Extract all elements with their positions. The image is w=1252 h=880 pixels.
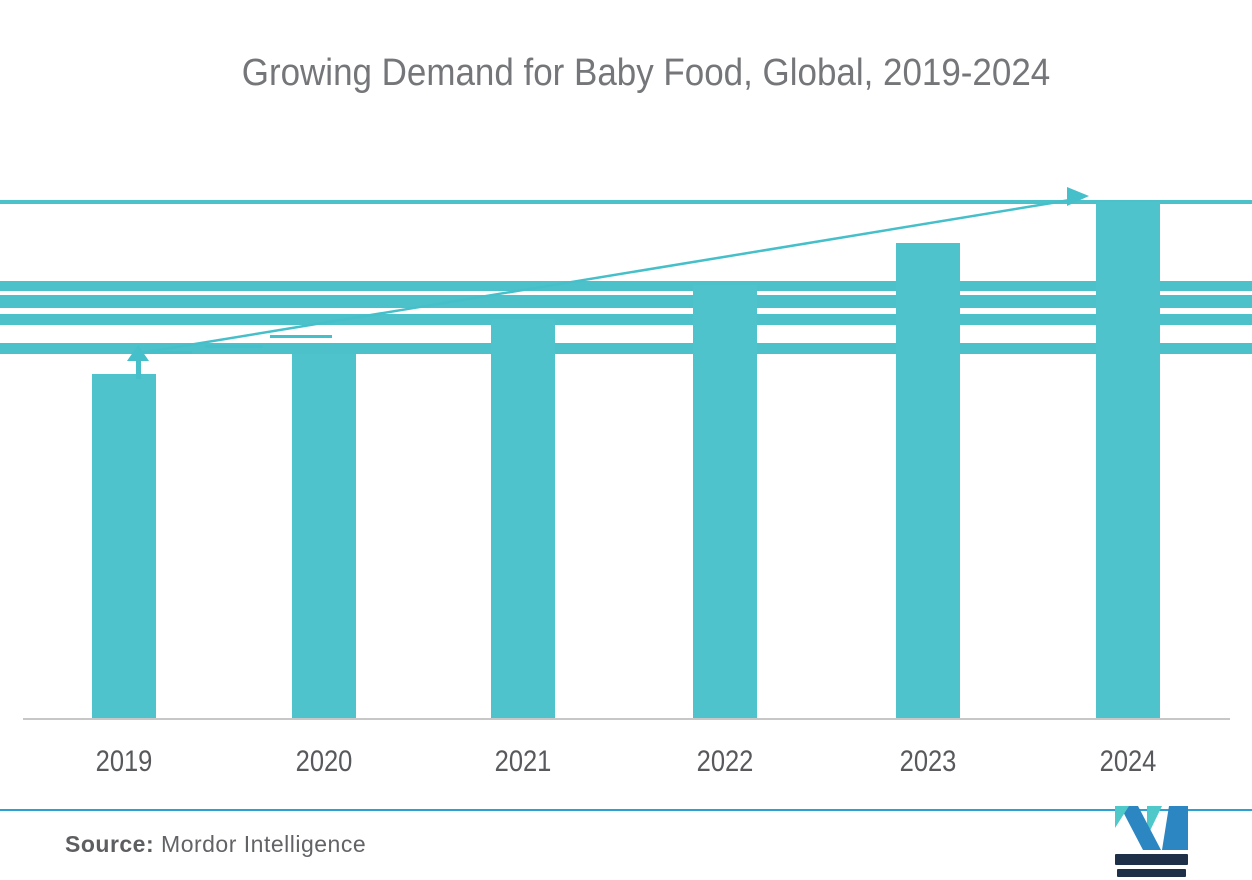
x-tick-label-2021: 2021 <box>494 745 552 778</box>
bar-2020 <box>292 354 356 719</box>
x-axis-line <box>23 718 1230 720</box>
bar-2021 <box>491 319 555 719</box>
source-label: Source: <box>65 831 155 857</box>
mordor-m-icon <box>1115 806 1188 850</box>
bar-2024 <box>1096 202 1160 719</box>
gridline-band <box>0 314 1252 325</box>
x-tick-label-2022: 2022 <box>696 745 754 778</box>
bar-2019 <box>92 374 156 719</box>
logo-wordmark-line1 <box>1115 854 1188 865</box>
x-tick-label-2023: 2023 <box>899 745 957 778</box>
bar-2023 <box>896 243 960 719</box>
gridline-band <box>0 281 1252 291</box>
chart-title: Growing Demand for Baby Food, Global, 20… <box>241 52 1051 94</box>
source-attribution: Source: Mordor Intelligence <box>65 831 366 858</box>
logo-wordmark-line2 <box>1117 869 1186 877</box>
bar-2022 <box>693 285 757 719</box>
arrowhead-right-icon <box>1067 187 1089 206</box>
source-name: Mordor Intelligence <box>161 831 367 857</box>
x-tick-label-2024: 2024 <box>1099 745 1157 778</box>
mordor-logo <box>1115 806 1188 878</box>
footer-divider-line <box>0 809 1252 811</box>
x-tick-label-2020: 2020 <box>295 745 353 778</box>
gridline-band <box>0 343 1252 354</box>
x-tick-label-2019: 2019 <box>95 745 153 778</box>
gridline-band <box>0 200 1252 204</box>
arrowhead-up-icon <box>127 345 149 361</box>
